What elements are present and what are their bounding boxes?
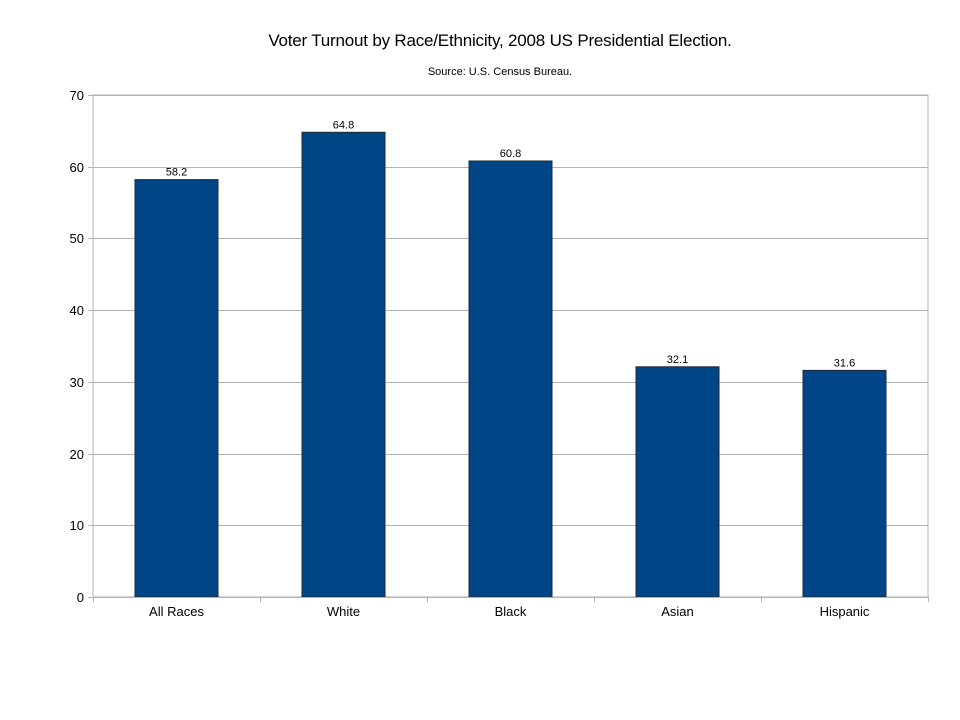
y-tick-label: 50 [70,231,84,246]
x-tick-label: All Races [149,604,204,619]
data-label: 32.1 [667,354,688,366]
x-tick-label: White [327,604,360,619]
x-tick-label: Black [495,604,527,619]
x-tick-label: Hispanic [820,604,870,619]
bar [635,366,720,598]
data-label: 31.6 [834,357,855,369]
y-tick-label: 40 [70,303,84,318]
bar [301,131,386,598]
y-tick-label: 70 [70,88,84,103]
data-label: 64.8 [333,119,354,131]
x-tick-label: Asian [661,604,694,619]
data-label: 58.2 [166,167,187,179]
y-tick-label: 30 [70,375,84,390]
chart-title: Voter Turnout by Race/Ethnicity, 2008 US… [268,31,732,50]
y-tick-label: 0 [77,590,84,605]
y-tick-label: 20 [70,447,84,462]
bar [134,179,219,598]
bar [468,160,553,598]
chart-subtitle: Source: U.S. Census Bureau. [427,66,573,78]
y-tick-label: 10 [70,518,84,533]
data-label: 60.8 [500,148,521,160]
y-tick-label: 60 [70,160,84,175]
bar [802,369,887,598]
